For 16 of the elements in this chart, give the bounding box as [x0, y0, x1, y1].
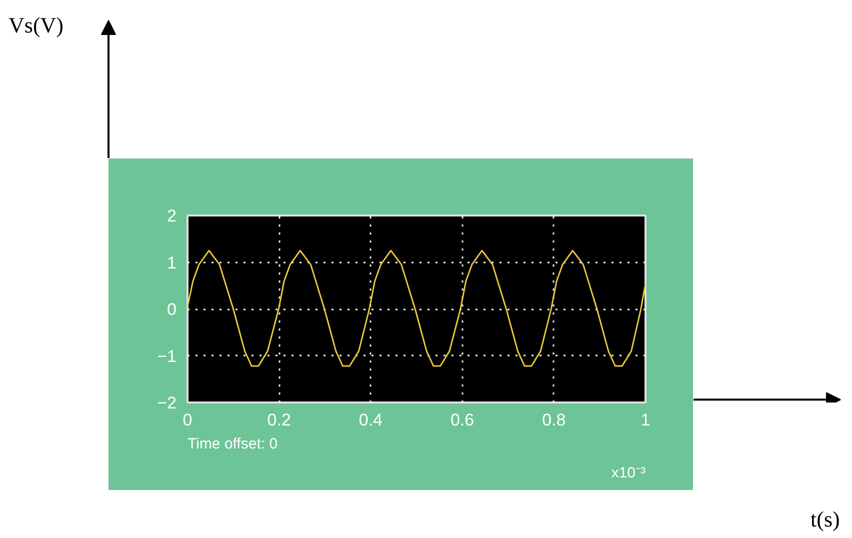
text: Vs(V) [8, 12, 64, 38]
x-tick-label: 0.8 [542, 410, 566, 430]
text: t(s) [810, 506, 840, 532]
y-tick-label: 0 [167, 300, 177, 319]
x-tick-label: 0.4 [358, 410, 383, 430]
line-series [188, 250, 646, 367]
y-tick-label: 1 [167, 253, 177, 272]
y-tick-label: 2 [167, 206, 177, 226]
y-tick-label: −1 [157, 346, 177, 366]
x-tick-label: 0 [182, 410, 192, 430]
x-tick-label: 0.6 [450, 410, 474, 430]
x-tick-label: 0.2 [267, 410, 291, 430]
text: Time offset: 0 [188, 436, 278, 452]
text: x10⁻³ [611, 464, 646, 482]
y-tick-label: −2 [157, 394, 177, 412]
x-tick-label: 1 [640, 410, 650, 430]
